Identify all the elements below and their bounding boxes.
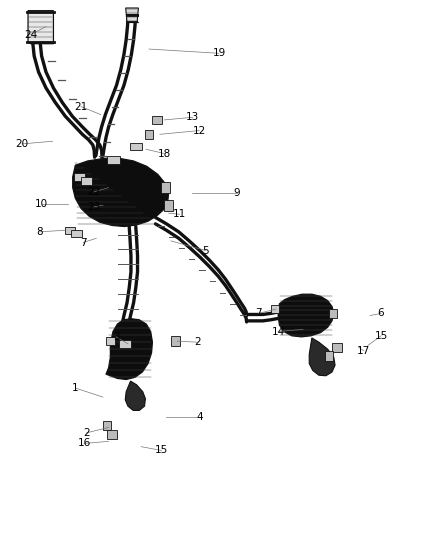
Text: 5: 5 (202, 246, 209, 255)
Bar (145, 130, 153, 139)
Bar (332, 343, 342, 352)
Text: 24: 24 (24, 30, 37, 39)
Text: 6: 6 (378, 309, 385, 318)
Bar (65, 227, 75, 234)
Text: 4: 4 (196, 412, 203, 422)
Polygon shape (106, 319, 152, 379)
Bar (329, 309, 337, 318)
Text: 17: 17 (357, 346, 370, 356)
Bar (107, 430, 117, 439)
Bar (106, 337, 115, 345)
Text: 13: 13 (186, 112, 199, 122)
Text: 16: 16 (78, 439, 91, 448)
Bar (325, 351, 333, 361)
Bar (171, 336, 180, 346)
Bar (107, 156, 120, 164)
Text: 21: 21 (74, 102, 88, 111)
Bar (74, 173, 85, 181)
Text: 11: 11 (173, 209, 186, 219)
Bar (71, 230, 82, 237)
Text: 9: 9 (233, 188, 240, 198)
Bar (130, 143, 142, 150)
Text: 3: 3 (113, 332, 120, 342)
Polygon shape (28, 11, 53, 44)
Text: 2: 2 (194, 337, 201, 347)
Bar (161, 182, 170, 193)
Text: 22: 22 (88, 187, 101, 197)
Polygon shape (126, 8, 138, 22)
Bar (119, 340, 131, 348)
Text: 7: 7 (80, 238, 87, 247)
Bar (81, 177, 92, 185)
Text: 23: 23 (88, 202, 101, 212)
Text: 2: 2 (83, 428, 90, 438)
Text: 20: 20 (15, 139, 28, 149)
Text: 8: 8 (36, 227, 43, 237)
Text: 19: 19 (212, 49, 226, 58)
Bar (164, 200, 173, 211)
Text: 12: 12 (193, 126, 206, 135)
Polygon shape (278, 294, 334, 337)
Polygon shape (73, 158, 169, 227)
Bar (152, 116, 162, 124)
Polygon shape (125, 381, 145, 410)
Text: 15: 15 (374, 331, 388, 341)
Text: 1: 1 (72, 383, 79, 393)
Bar (271, 305, 279, 313)
Text: 10: 10 (35, 199, 48, 208)
Bar (103, 421, 111, 430)
Text: 18: 18 (158, 149, 171, 158)
Text: 14: 14 (272, 327, 285, 336)
Text: 7: 7 (255, 309, 262, 318)
Polygon shape (309, 338, 335, 376)
Text: 15: 15 (155, 446, 168, 455)
